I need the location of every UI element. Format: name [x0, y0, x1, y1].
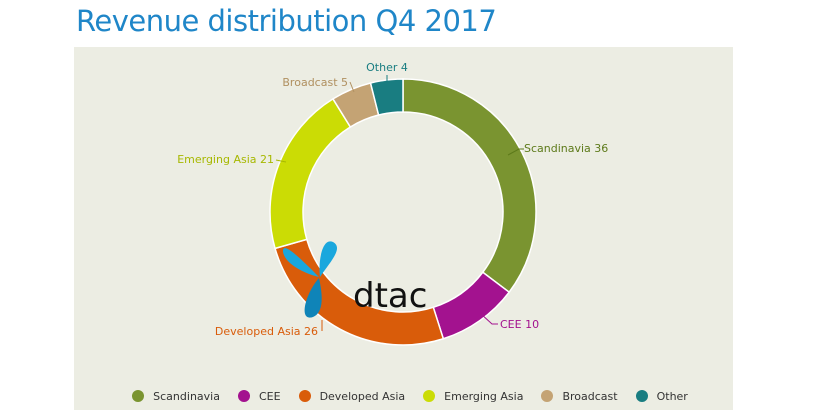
- legend-label: Developed Asia: [319, 389, 406, 403]
- legend-swatch: [423, 390, 436, 402]
- donut-slice-other: [369, 78, 404, 116]
- legend-swatch: [237, 390, 250, 402]
- slice-label-other: Other 4: [366, 61, 408, 74]
- legend-item-broadcast: Broadcast: [541, 389, 618, 403]
- legend-swatch: [298, 390, 311, 402]
- page-title: Revenue distribution Q4 2017: [76, 4, 497, 38]
- slice-label-scandinavia: Scandinavia 36: [524, 142, 608, 155]
- legend-label: Emerging Asia: [444, 389, 524, 403]
- slice-label-developed-asia: Developed Asia 26: [215, 325, 318, 338]
- legend-label: Other: [656, 389, 688, 403]
- slice-label-leader: [349, 81, 355, 93]
- legend-swatch: [132, 390, 145, 402]
- slice-label-broadcast: Broadcast 5: [282, 76, 348, 89]
- legend-label: CEE: [258, 389, 281, 403]
- slice-label-leader: [507, 148, 524, 156]
- legend-swatch: [541, 390, 554, 402]
- slice-label-leader: [275, 159, 287, 163]
- slice-label-emerging-asia: Emerging Asia 21: [177, 153, 274, 166]
- legend-label: Broadcast: [562, 389, 618, 403]
- legend-label: Scandinavia: [153, 389, 220, 403]
- legend-item-cee: CEE: [237, 389, 281, 403]
- legend-swatch: [635, 390, 648, 402]
- donut-slice-emerging-asia: [269, 97, 352, 250]
- slice-label-cee: CEE 10: [500, 318, 539, 331]
- donut-slice-scandinavia: [402, 78, 537, 294]
- legend-item-emerging-asia: Emerging Asia: [423, 390, 523, 403]
- legend-item-scandinavia: Scandinavia: [132, 390, 220, 403]
- slice-label-leader: [479, 312, 498, 325]
- dtac-logo: dtac: [282, 241, 427, 318]
- dtac-propeller-icon: [282, 241, 338, 318]
- legend-item-other: Other: [635, 389, 688, 403]
- logo-text: dtac: [353, 276, 427, 316]
- legend: Scandinavia CEE Developed Asia Emerging Asi…: [0, 386, 820, 406]
- legend-item-developed-asia: Developed Asia: [298, 389, 406, 403]
